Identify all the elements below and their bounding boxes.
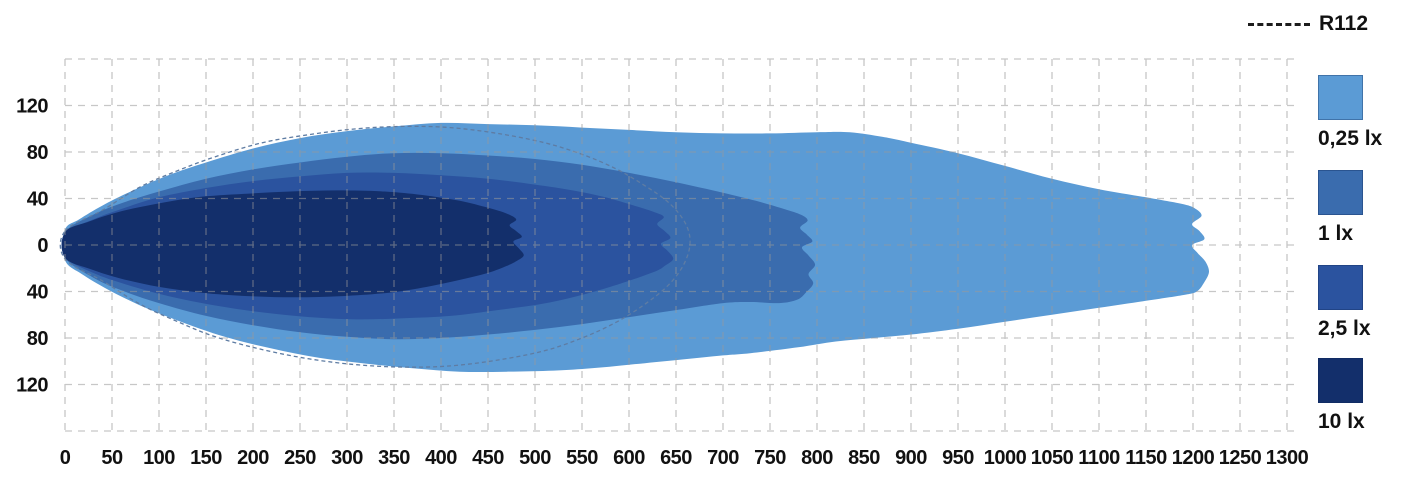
legend-label-1lx: 1 lx bbox=[1318, 222, 1354, 245]
x-tick-label: 350 bbox=[378, 447, 410, 469]
legend-item-025lx: 0,25 lx bbox=[1318, 75, 1401, 151]
legend-label-10lx: 10 lx bbox=[1318, 410, 1365, 433]
legend-item-25lx: 2,5 lx bbox=[1318, 265, 1401, 341]
contour-10-lx bbox=[61, 190, 524, 298]
x-tick-label: 1100 bbox=[1078, 447, 1120, 469]
swatch-10lx bbox=[1318, 358, 1363, 403]
y-tick-label: 40 bbox=[27, 282, 49, 304]
legend: R112 0,25 lx 1 lx 2,5 lx 10 lx bbox=[1248, 0, 1401, 482]
y-tick-label: 80 bbox=[27, 142, 49, 164]
legend-item-1lx: 1 lx bbox=[1318, 170, 1401, 246]
x-tick-label: 1300 bbox=[1266, 447, 1309, 469]
x-tick-label: 0 bbox=[60, 447, 71, 469]
x-tick-label: 450 bbox=[472, 447, 504, 469]
swatch-25lx bbox=[1318, 265, 1363, 310]
legend-r112-label: R112 bbox=[1319, 12, 1369, 35]
legend-item-r112: R112 bbox=[1248, 10, 1401, 38]
y-tick-label: 40 bbox=[27, 189, 49, 211]
x-tick-label: 900 bbox=[895, 447, 927, 469]
x-tick-label: 950 bbox=[942, 447, 974, 469]
y-tick-label: 80 bbox=[27, 328, 49, 350]
x-tick-label: 400 bbox=[425, 447, 457, 469]
x-tick-label: 600 bbox=[613, 447, 645, 469]
y-tick-label: 120 bbox=[16, 375, 48, 397]
x-tick-label: 150 bbox=[190, 447, 222, 469]
x-tick-label: 300 bbox=[331, 447, 363, 469]
x-tick-label: 700 bbox=[707, 447, 739, 469]
legend-label-025lx: 0,25 lx bbox=[1318, 127, 1383, 150]
x-tick-label: 1050 bbox=[1031, 447, 1074, 469]
x-tick-label: 200 bbox=[237, 447, 269, 469]
x-tick-label: 750 bbox=[754, 447, 786, 469]
x-tick-label: 650 bbox=[660, 447, 692, 469]
legend-item-10lx: 10 lx bbox=[1318, 358, 1401, 434]
y-tick-label: 120 bbox=[16, 96, 48, 118]
x-tick-label: 1000 bbox=[984, 447, 1027, 469]
dashed-line-sample-icon bbox=[1248, 22, 1310, 26]
x-tick-label: 850 bbox=[848, 447, 880, 469]
x-tick-label: 100 bbox=[143, 447, 175, 469]
grid bbox=[64, 58, 1295, 432]
x-tick-label: 500 bbox=[519, 447, 551, 469]
x-tick-label: 250 bbox=[284, 447, 316, 469]
x-tick-label: 1150 bbox=[1125, 447, 1167, 469]
x-tick-label: 800 bbox=[801, 447, 833, 469]
swatch-1lx bbox=[1318, 170, 1363, 215]
x-tick-label: 1250 bbox=[1219, 447, 1262, 469]
x-tick-label: 550 bbox=[566, 447, 598, 469]
swatch-025lx bbox=[1318, 75, 1363, 120]
x-tick-label: 1200 bbox=[1172, 447, 1215, 469]
y-tick-label: 0 bbox=[37, 235, 48, 257]
x-tick-label: 50 bbox=[101, 447, 123, 469]
contour-R112-dashed bbox=[59, 125, 691, 368]
legend-label-25lx: 2,5 lx bbox=[1318, 317, 1371, 340]
